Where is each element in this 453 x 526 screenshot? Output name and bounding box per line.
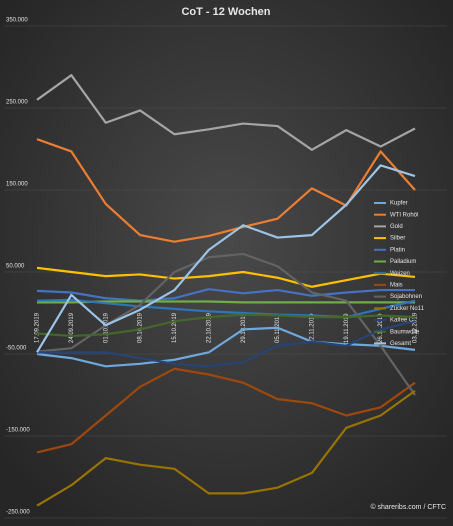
series-line: [37, 320, 416, 368]
series-line: [36, 252, 416, 396]
y-tick-label: 250.000: [6, 100, 28, 106]
legend-label: Gesamt: [390, 341, 411, 347]
x-tick-label: 26.11.2019: [378, 313, 384, 343]
legend-label: WTI Rohöl: [390, 212, 418, 218]
y-tick-label: 350.000: [6, 18, 28, 24]
y-tick-label: -250.000: [6, 510, 30, 516]
legend-label: Sojabohnen: [390, 294, 422, 300]
chart-title: CoT - 12 Wochen: [181, 6, 270, 18]
x-tick-label: 22.10.2019: [206, 312, 212, 343]
legend-label: Baumwolle: [390, 329, 420, 335]
x-tick-label: 12.11.2019: [309, 313, 315, 343]
legend-label: Gold: [390, 224, 403, 230]
x-tick-label: 24.09.2019: [69, 312, 75, 343]
x-tick-label: 17.09.2019: [35, 312, 41, 343]
series-line: [36, 74, 416, 151]
legend-label: Kaffee C: [390, 318, 414, 324]
x-tick-label: 08.10.2019: [138, 312, 144, 343]
series-line: [36, 313, 416, 338]
y-tick-label: -150.000: [6, 428, 30, 434]
legend-label: Palladium: [390, 259, 416, 265]
x-tick-label: 19.11.2019: [344, 313, 350, 343]
legend-label: Mais: [390, 282, 403, 288]
x-tick-label: 03.12.2019: [413, 312, 419, 343]
legend-label: Silber: [390, 236, 405, 242]
legend-label: Platin: [390, 247, 405, 253]
x-tick-label: 01.10.2019: [103, 312, 109, 343]
series-line: [36, 288, 415, 302]
y-tick-label: -50.000: [6, 346, 27, 352]
series-line: [36, 266, 416, 288]
y-tick-label: 50.000: [6, 264, 25, 270]
legend-label: Kupfer: [390, 201, 408, 207]
series-line: [36, 367, 416, 454]
legend-label: Zucker No11: [390, 306, 425, 312]
source: © shareribs.com / CFTC: [370, 503, 446, 511]
y-tick-label: 150.000: [6, 182, 28, 188]
series-line: [36, 326, 416, 368]
x-tick-label: 29.10.2019: [241, 312, 247, 343]
series-line: [36, 390, 416, 507]
legend-label: Weizen: [390, 271, 410, 277]
x-tick-label: 15.10.2019: [172, 312, 178, 343]
series-line: [36, 164, 416, 353]
